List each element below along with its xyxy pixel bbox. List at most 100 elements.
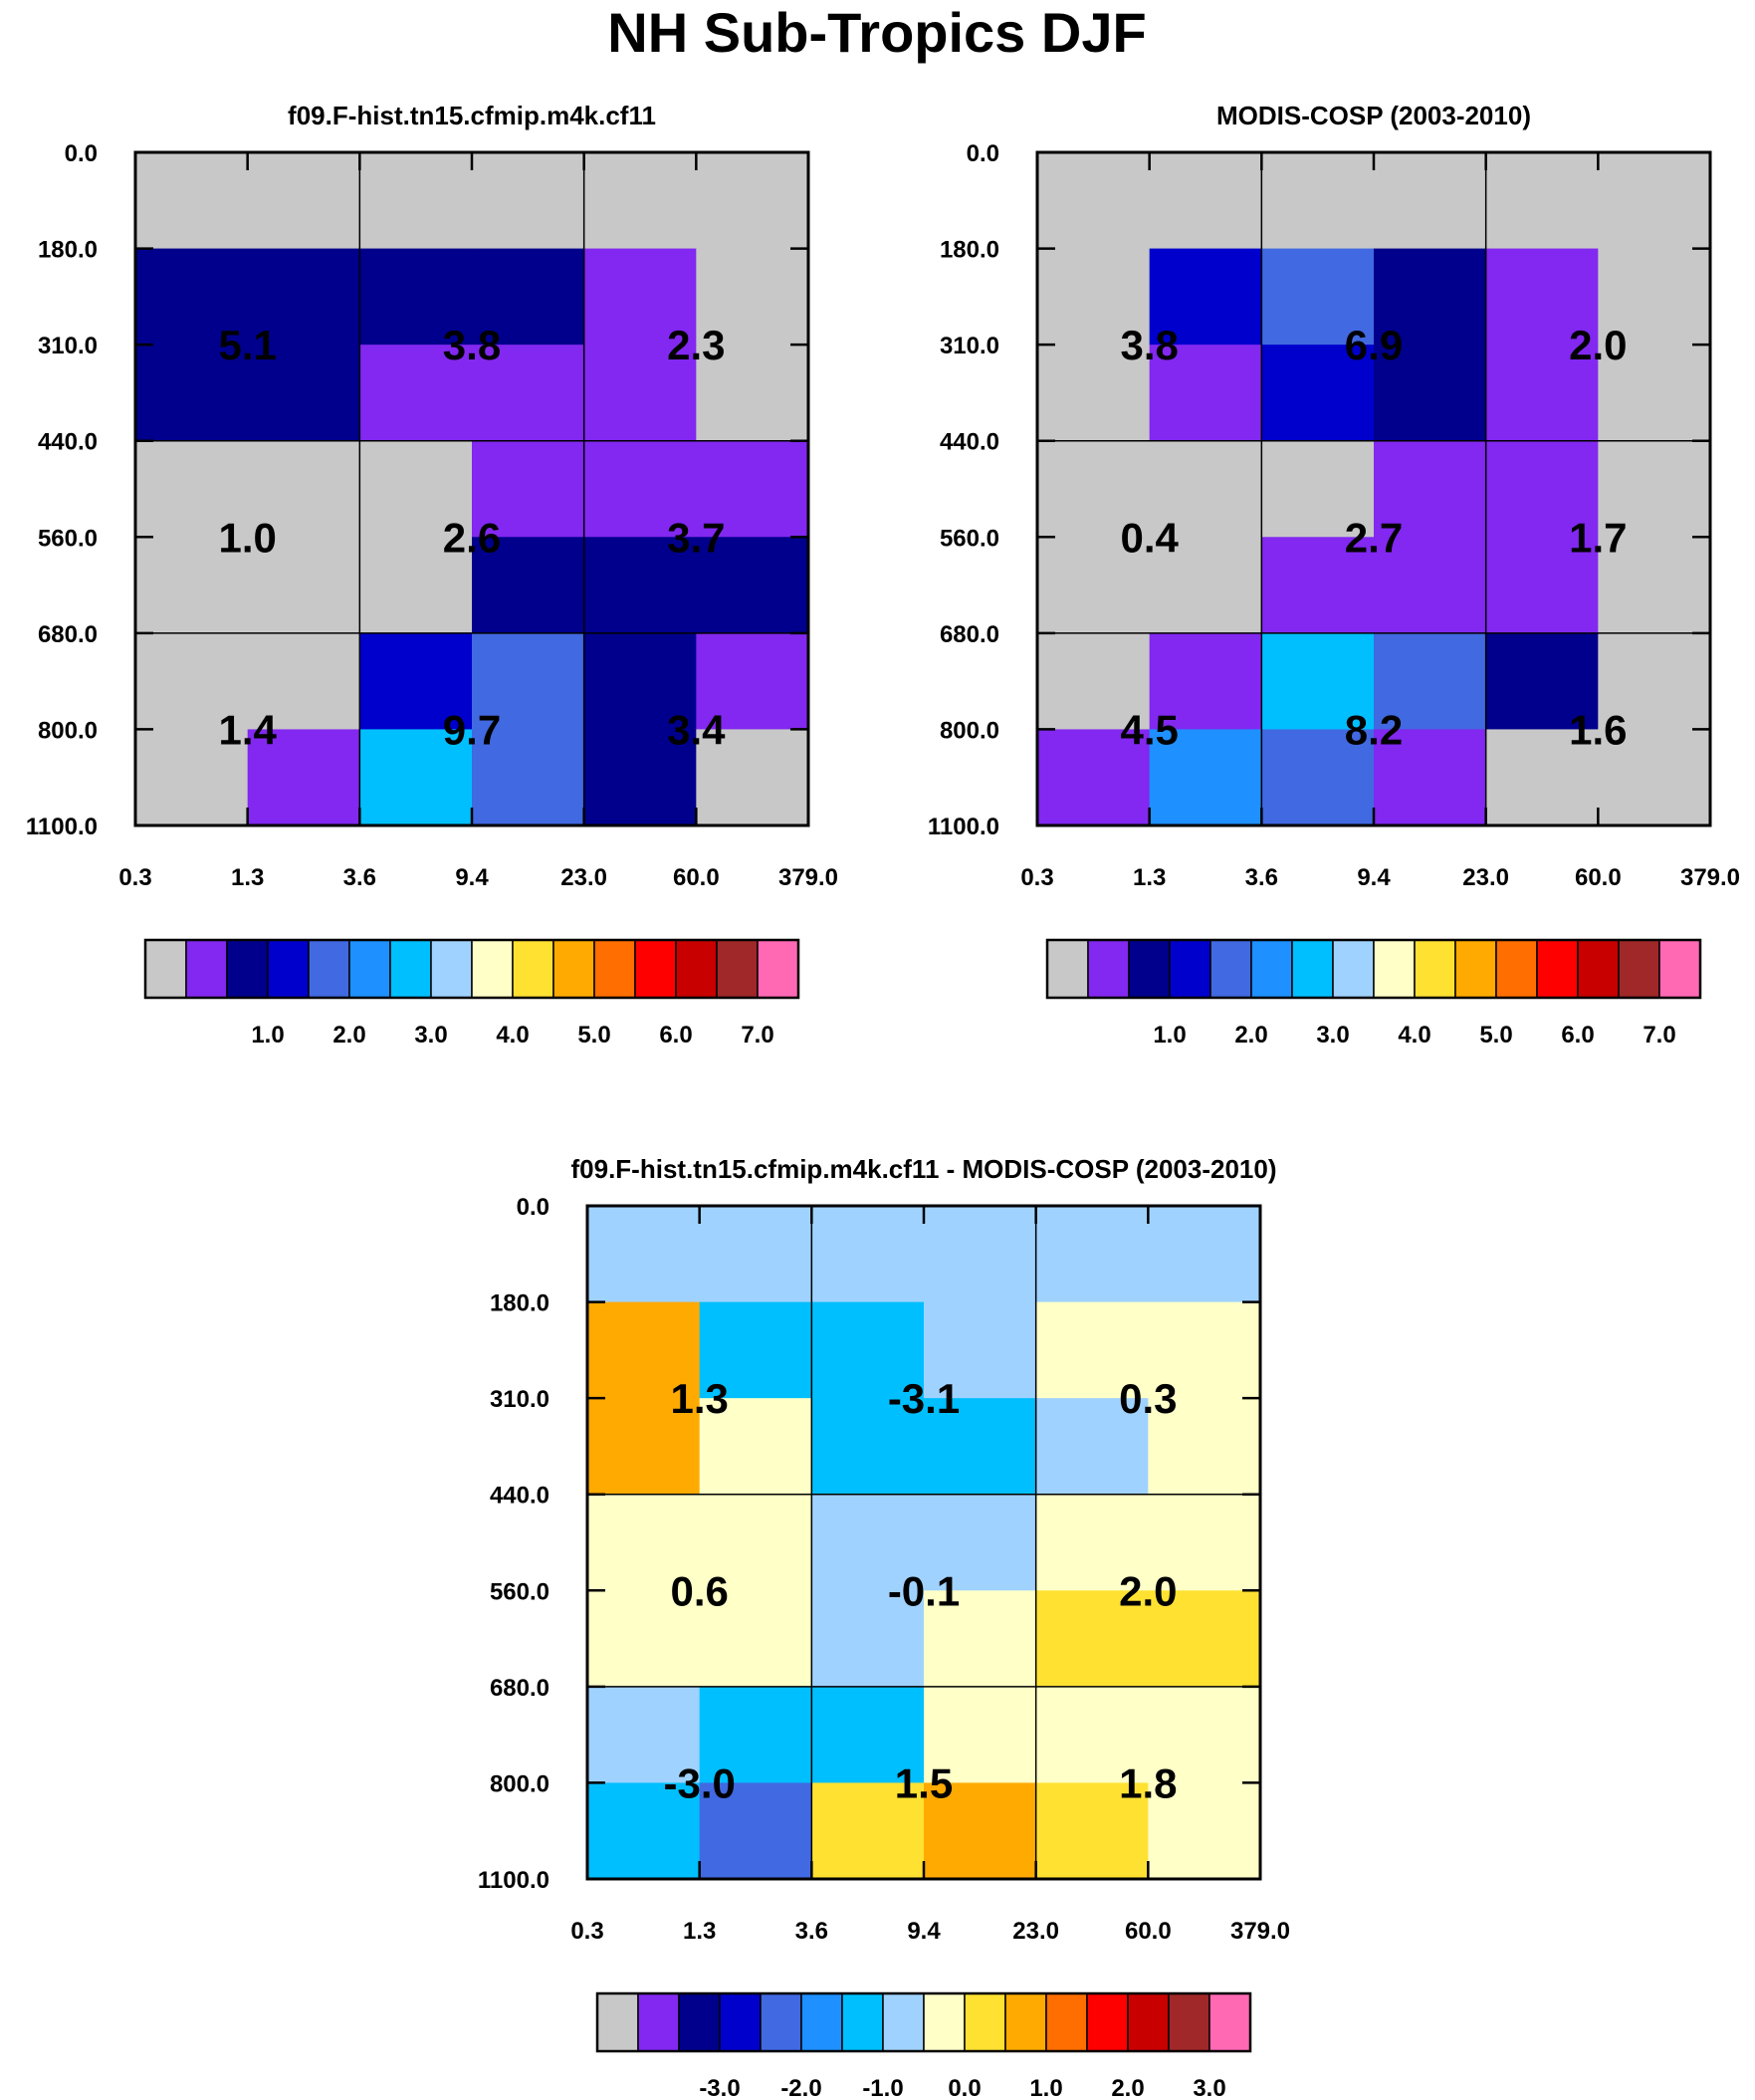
heatmap-cell [587, 1782, 701, 1880]
heatmap-cell [587, 1398, 701, 1496]
figure-title: NH Sub-Tropics DJF [607, 1, 1146, 64]
x-tick-label: 9.4 [907, 1918, 941, 1945]
heatmap-cell [1148, 1398, 1261, 1496]
y-tick-label: 560.0 [940, 525, 999, 552]
heatmap-cell [1485, 345, 1599, 442]
heatmap-cell [699, 1686, 812, 1784]
heatmap-cell [696, 152, 809, 250]
heatmap-cell [1035, 1494, 1149, 1591]
colorbar-box [1373, 939, 1416, 999]
heatmap-cell [472, 537, 585, 634]
colorbar-box [1169, 939, 1211, 999]
heatmap-cell [811, 1206, 925, 1303]
cell-value-label: 1.3 [670, 1375, 728, 1422]
x-tick-label: 23.0 [1012, 1918, 1059, 1945]
heatmap-cell [587, 1590, 701, 1688]
heatmap-cell [696, 440, 809, 538]
heatmap-cell [359, 440, 473, 538]
colorbar-label: 2.0 [1111, 2075, 1144, 2100]
panel-title: f09.F-hist.tn15.cfmip.m4k.cf11 - MODIS-C… [571, 1154, 1277, 1184]
colorbar-label: 1.0 [1153, 1022, 1186, 1049]
heatmap-cell [247, 345, 360, 442]
y-tick-label: 310.0 [38, 333, 98, 359]
colorbar-box [1168, 1992, 1210, 2052]
y-tick-label: 180.0 [940, 237, 999, 264]
colorbar-box [1495, 939, 1538, 999]
heatmap-cell [472, 440, 585, 538]
heatmap-cell [696, 345, 809, 442]
heatmap-cell [1035, 1301, 1149, 1399]
heatmap-cell [1148, 1301, 1261, 1399]
colorbar-box [430, 939, 473, 999]
colorbar-box [552, 939, 595, 999]
x-tick-label: 1.3 [683, 1918, 716, 1945]
heatmap-cell [1149, 632, 1262, 731]
heatmap-cell [1037, 345, 1151, 442]
colorbar-label: 4.0 [496, 1022, 529, 1049]
colorbar-box [634, 939, 677, 999]
heatmap-cell [1035, 1782, 1149, 1880]
heatmap-cell [699, 1301, 812, 1399]
cell-value-label: 3.4 [667, 706, 726, 753]
cell-value-label: 8.2 [1345, 706, 1403, 753]
x-tick-label: 1.3 [231, 864, 264, 891]
colorbar-box [1577, 939, 1620, 999]
heatmap-cell [1598, 345, 1711, 442]
colorbar-box [1209, 939, 1252, 999]
x-tick-label: 9.4 [1357, 864, 1391, 891]
cell-value-label: 1.5 [895, 1759, 953, 1806]
y-tick-label: 1100.0 [928, 814, 999, 840]
colorbar-box [1046, 939, 1089, 999]
cell-value-label: -3.0 [663, 1759, 735, 1806]
colorbar-box [760, 1992, 802, 2052]
y-tick-label: 1100.0 [26, 814, 98, 840]
colorbar-box [1127, 1992, 1170, 2052]
heatmap-cell [135, 440, 249, 538]
heatmap-cell [583, 729, 697, 826]
colorbar-box [637, 1992, 680, 2052]
x-tick-label: 60.0 [1125, 1918, 1172, 1945]
colorbar-box [757, 939, 799, 999]
colorbar-label: 7.0 [741, 1022, 773, 1049]
colorbar-box [1087, 939, 1130, 999]
heatmap-cell [583, 632, 697, 731]
heatmap-cell [135, 248, 249, 346]
heatmap-cell [699, 1590, 812, 1688]
cell-value-label: 3.8 [1120, 322, 1178, 368]
heatmap-cell [1149, 248, 1262, 346]
colorbar-box [1414, 939, 1456, 999]
colorbar-box [1291, 939, 1334, 999]
heatmap-cell [1149, 345, 1262, 442]
heatmap-cell [1261, 729, 1375, 826]
cell-value-label: 5.1 [218, 322, 276, 368]
heatmap-cell [247, 440, 360, 538]
cell-value-label: 9.7 [443, 706, 501, 753]
colorbar-box [964, 1992, 1006, 2052]
colorbar-label: 3.0 [1316, 1022, 1349, 1049]
heatmap-cell [1374, 632, 1487, 731]
y-tick-label: 310.0 [940, 333, 999, 359]
heatmap-cell [1148, 1590, 1261, 1688]
heatmap-cell [587, 1494, 701, 1591]
cell-value-label: 1.0 [218, 514, 276, 561]
colorbar-box [593, 939, 636, 999]
x-tick-label: 23.0 [560, 864, 607, 891]
cell-value-label: 2.6 [443, 514, 501, 561]
heatmap-cell [924, 1494, 1037, 1591]
colorbar-box [1332, 939, 1375, 999]
heatmap-cell [1148, 1782, 1261, 1880]
colorbar-label: 4.0 [1398, 1022, 1430, 1049]
y-tick-label: 180.0 [490, 1290, 549, 1317]
heatmap-cell [583, 345, 697, 442]
heatmap-cell [583, 248, 697, 346]
colorbar: -3.0 -2.0 -1.0 0.0 1.0 2.0 3.0 [595, 1991, 1252, 2100]
colorbar-label: -1.0 [862, 2075, 903, 2100]
heatmap-cell [1374, 248, 1487, 346]
colorbar-box [471, 939, 514, 999]
heatmap-cell [359, 632, 473, 731]
heatmap-cell [1035, 1398, 1149, 1496]
colorbar-box [675, 939, 718, 999]
heatmap-cell [1261, 152, 1375, 250]
heatmap-cell [1149, 152, 1262, 250]
heatmap-cell [811, 1494, 925, 1591]
